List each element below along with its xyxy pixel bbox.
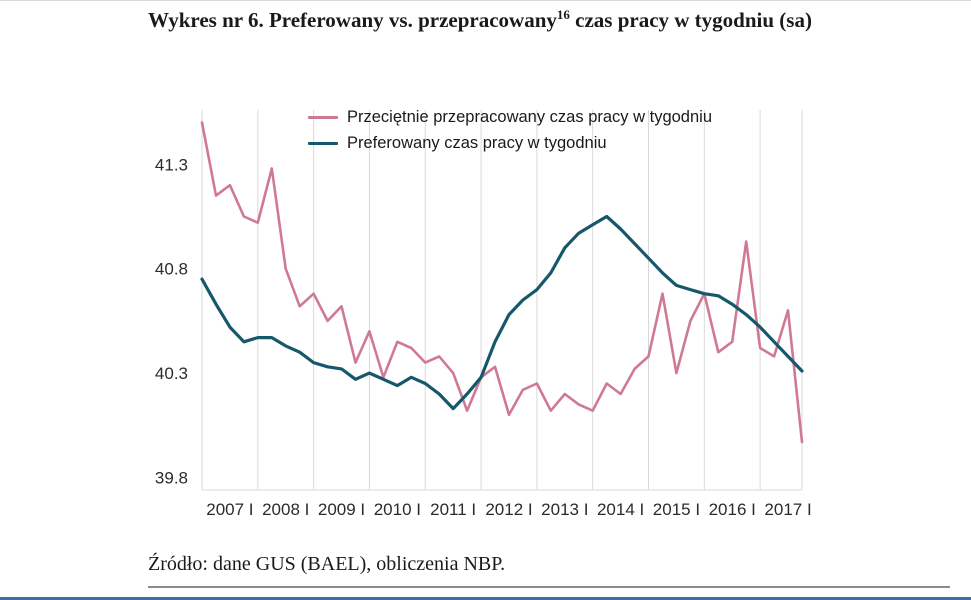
svg-text:2012 I: 2012 I bbox=[485, 500, 532, 519]
worked-line-swatch bbox=[308, 116, 338, 119]
svg-text:2010 I: 2010 I bbox=[374, 500, 421, 519]
line-chart: 41.3 40.8 40.3 39.8 2007 I 2008 I 2009 I 2010 I… bbox=[140, 98, 830, 538]
svg-text:2007 I: 2007 I bbox=[206, 500, 253, 519]
chart-canvas: 41.3 40.8 40.3 39.8 2007 I 2008 I 2009 I 2010 I… bbox=[155, 110, 812, 519]
svg-text:2008 I: 2008 I bbox=[262, 500, 309, 519]
chart-title-text-2: czas pracy w tygodniu (sa) bbox=[569, 8, 812, 32]
svg-text:2009 I: 2009 I bbox=[318, 500, 365, 519]
svg-text:40.3: 40.3 bbox=[155, 364, 188, 383]
svg-text:2014 I: 2014 I bbox=[597, 500, 644, 519]
legend-item-preferred: Preferowany czas pracy w tygodniu bbox=[308, 134, 712, 153]
chart-title-text: Wykres nr 6. Preferowany vs. przepracowa… bbox=[148, 8, 557, 32]
legend-label-preferred: Preferowany czas pracy w tygodniu bbox=[347, 134, 607, 152]
legend-label-worked: Przeciętnie przepracowany czas pracy w t… bbox=[347, 108, 713, 126]
top-divider bbox=[0, 0, 971, 1]
footer-divider bbox=[148, 586, 950, 588]
preferred-line-swatch bbox=[308, 142, 338, 145]
svg-text:39.8: 39.8 bbox=[155, 468, 188, 487]
svg-text:2013 I: 2013 I bbox=[541, 500, 588, 519]
svg-text:2016 I: 2016 I bbox=[709, 500, 756, 519]
svg-text:40.8: 40.8 bbox=[155, 260, 188, 279]
chart-title: Wykres nr 6. Preferowany vs. przepracowa… bbox=[148, 4, 848, 37]
chart-legend: Przeciętnie przepracowany czas pracy w t… bbox=[308, 108, 712, 153]
footnote-marker: 16 bbox=[556, 7, 570, 22]
footer-blue-bar bbox=[0, 597, 971, 600]
svg-text:41.3: 41.3 bbox=[155, 155, 188, 174]
source-note: Źródło: dane GUS (BAEL), obliczenia NBP. bbox=[148, 553, 506, 575]
svg-text:2011 I: 2011 I bbox=[430, 500, 476, 519]
svg-text:2015 I: 2015 I bbox=[653, 500, 700, 519]
legend-item-worked: Przeciętnie przepracowany czas pracy w t… bbox=[308, 108, 712, 127]
svg-text:2017 I: 2017 I bbox=[764, 500, 811, 519]
